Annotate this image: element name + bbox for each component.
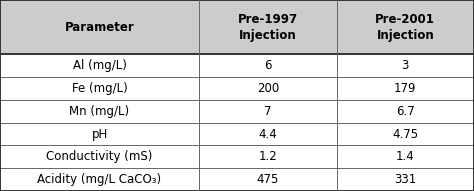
Text: Parameter: Parameter [64,21,135,34]
Text: 7: 7 [264,105,272,118]
Bar [0,123,199,146]
Bar [337,146,474,168]
Text: 1.4: 1.4 [396,150,415,163]
Text: 4.4: 4.4 [258,128,277,141]
Text: 475: 475 [256,173,279,186]
Text: 6: 6 [264,59,272,72]
Bar [337,168,474,191]
Bar [337,100,474,123]
Bar [0,168,199,191]
Text: Acidity (mg/L CaCO₃): Acidity (mg/L CaCO₃) [37,173,162,186]
Bar [199,146,337,168]
Bar [199,54,337,77]
Text: 4.75: 4.75 [392,128,419,141]
Text: Pre-1997
Injection: Pre-1997 Injection [238,13,298,42]
Text: Al (mg/L): Al (mg/L) [73,59,127,72]
Text: 3: 3 [401,59,409,72]
Bar [0,146,199,168]
Bar [337,0,474,54]
Text: 200: 200 [257,82,279,95]
Bar [337,123,474,146]
Bar [337,77,474,100]
Text: pH: pH [91,128,108,141]
Text: 6.7: 6.7 [396,105,415,118]
Text: 179: 179 [394,82,417,95]
Text: Mn (mg/L): Mn (mg/L) [70,105,129,118]
Bar [0,77,199,100]
Text: 1.2: 1.2 [258,150,277,163]
Bar [199,123,337,146]
Bar [199,168,337,191]
Bar [0,100,199,123]
Text: 331: 331 [394,173,416,186]
Bar [199,100,337,123]
Bar [199,77,337,100]
Bar [337,54,474,77]
Text: Conductivity (mS): Conductivity (mS) [46,150,153,163]
Text: Pre-2001
Injection: Pre-2001 Injection [375,13,435,42]
Bar [0,54,199,77]
Text: Fe (mg/L): Fe (mg/L) [72,82,128,95]
Bar [0,0,199,54]
Bar [199,0,337,54]
